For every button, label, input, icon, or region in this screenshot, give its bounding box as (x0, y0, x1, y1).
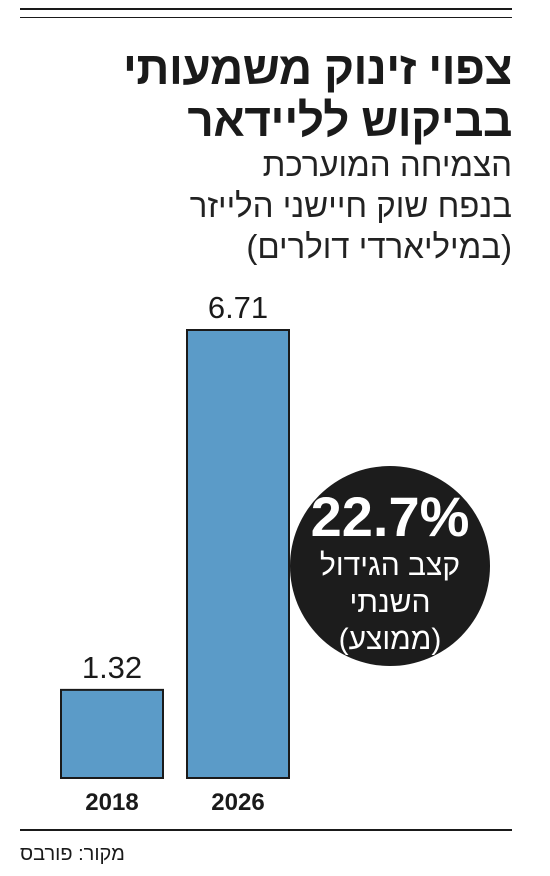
callout-value: 22.7% (311, 485, 470, 548)
source-note: מקור: פורבס (20, 843, 125, 866)
category-label-2026: 2026 (211, 789, 264, 816)
value-label-2026: 6.71 (208, 290, 268, 325)
bottom-rule (20, 829, 512, 831)
bar-2018 (61, 690, 163, 778)
value-label-2018: 1.32 (82, 650, 142, 685)
category-label-2018: 2018 (85, 789, 138, 816)
callout-line-1: קצב הגידול (320, 549, 460, 582)
callout-line-3: (ממוצע) (339, 623, 442, 656)
bar-2026 (187, 330, 289, 778)
callout-line-2: השנתי (349, 586, 430, 619)
